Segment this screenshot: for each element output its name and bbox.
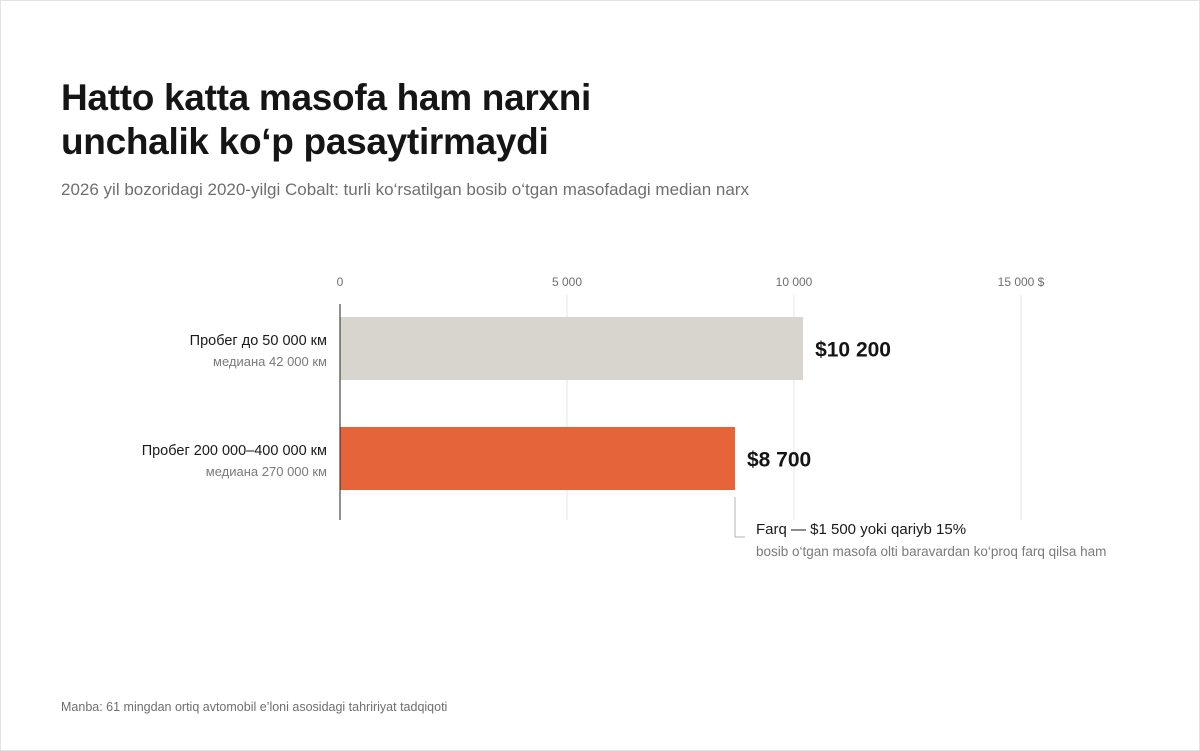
chart-title-line-2: unchalik ko‘p pasaytirmaydi <box>61 121 549 162</box>
bar-0 <box>340 317 804 380</box>
value-label-0: $10 200 <box>815 339 891 362</box>
source-note: Manba: 61 mingdan ortiq avtomobil e’loni… <box>61 700 448 714</box>
x-tick-label-0: 0 <box>337 275 344 289</box>
annotation-bracket <box>734 497 745 538</box>
annotation-text: bosib o‘tgan masofa olti baravardan ko‘p… <box>756 544 1106 559</box>
annotation-title: Farq — $1 500 yoki qariyb 15% <box>756 521 966 538</box>
x-tick-label-1: 5 000 <box>552 275 582 289</box>
bar-1 <box>340 427 735 490</box>
x-tick-label-2: 10 000 <box>776 275 813 289</box>
chart-title: Hatto katta masofa ham narxni unchalik k… <box>61 76 761 164</box>
bar-chart: 0 5 000 10 000 15 000 $ Пробег до 50 000 км м… <box>142 275 1107 559</box>
value-label-1: $8 700 <box>747 449 811 472</box>
chart-subtitle: 2026 yil bozoridagi 2020-yilgi Cobalt: t… <box>61 180 749 199</box>
category-label-0: Пробег до 50 000 км <box>190 333 327 349</box>
category-sublabel-0: медиана 42 000 км <box>213 354 327 369</box>
category-label-1: Пробег 200 000–400 000 км <box>142 443 327 459</box>
chart-title-line-1: Hatto katta masofa ham narxni <box>61 77 592 118</box>
x-tick-label-3: 15 000 $ <box>998 275 1045 289</box>
category-sublabel-1: медиана 270 000 км <box>206 464 327 479</box>
